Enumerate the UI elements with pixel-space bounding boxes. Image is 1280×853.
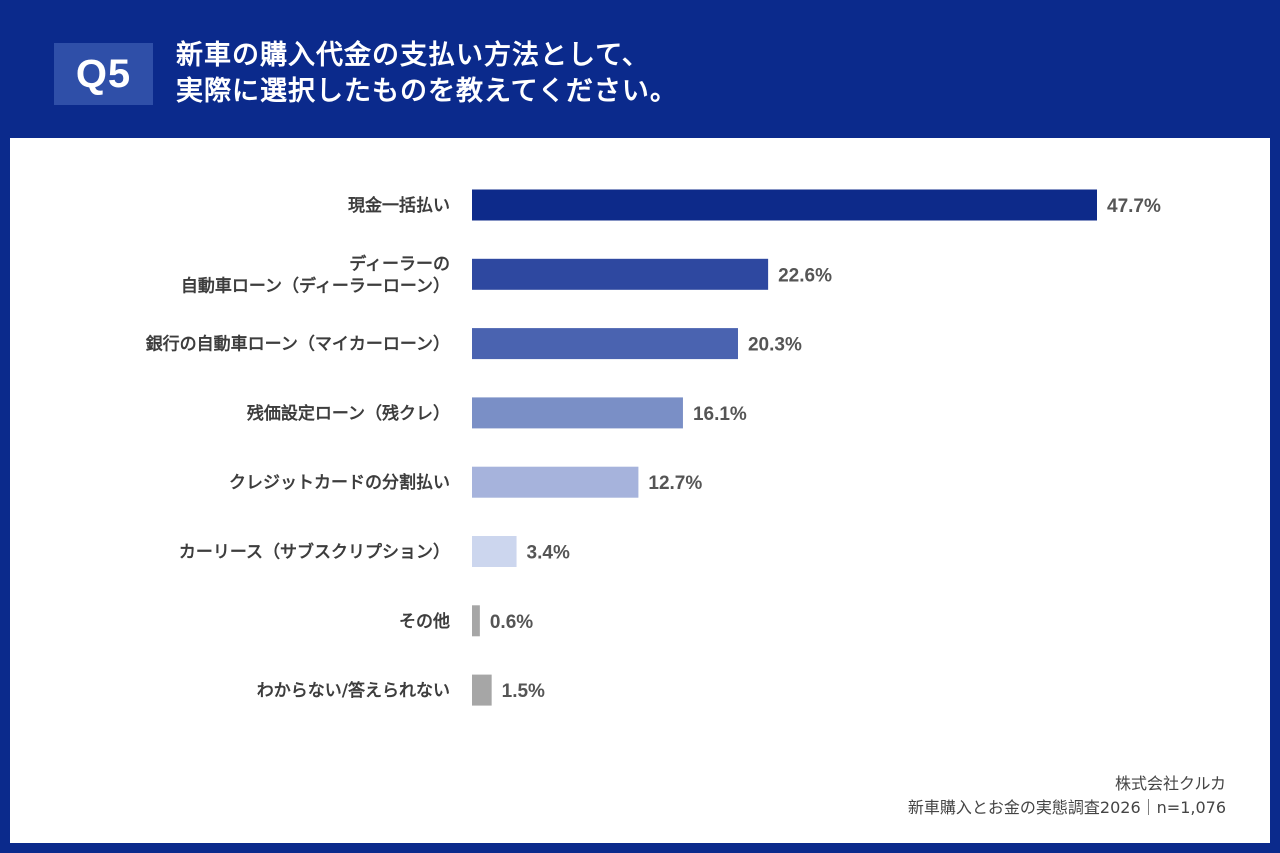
category-label-0: 現金一括払い (348, 195, 450, 216)
category-label-line: クレジットカードの分割払い (229, 472, 450, 493)
bar-7 (472, 674, 492, 706)
category-label-3: 残価設定ローン（残クレ） (247, 403, 450, 424)
category-label-line: 残価設定ローン（残クレ） (247, 403, 450, 424)
value-label-2: 20.3% (748, 335, 802, 356)
bar-chart: 47.7% 現金一括払い 22.6% ディーラーの自動車ローン（ディーラーローン） 20… (146, 189, 1161, 706)
category-label-line: 銀行の自動車ローン（マイカーローン） (146, 334, 450, 355)
bar-5 (472, 536, 517, 567)
category-label-1: ディーラーの自動車ローン（ディーラーローン） (181, 253, 450, 296)
value-label-7: 1.5% (502, 681, 545, 702)
question-title: 新車の購入代金の支払い方法として、 実際に選択したものを教えてください。 (176, 38, 678, 110)
value-label-5: 3.4% (527, 543, 570, 564)
category-label-6: その他 (399, 611, 450, 632)
company-name: 株式会社クルカ (1114, 774, 1226, 793)
category-label-line: その他 (399, 611, 450, 632)
bar-0 (472, 189, 1097, 221)
category-label-7: わからない/答えられない (257, 680, 450, 701)
value-label-0: 47.7% (1107, 196, 1161, 217)
category-label-line: ディーラーの (349, 253, 450, 274)
header: Q5 新車の購入代金の支払い方法として、 実際に選択したものを教えてください。 (0, 0, 1280, 138)
value-label-3: 16.1% (693, 404, 747, 425)
bar-3 (472, 397, 683, 429)
survey-source: 新車購入とお金の実態調査2026｜n=1,076 (907, 798, 1226, 817)
category-label-5: カーリース（サブスクリプション） (179, 542, 450, 563)
bar-1 (472, 258, 769, 290)
category-label-line: わからない/答えられない (257, 680, 450, 701)
category-label-2: 銀行の自動車ローン（マイカーローン） (146, 334, 450, 355)
value-label-4: 12.7% (648, 473, 702, 494)
category-label-line: 自動車ローン（ディーラーローン） (181, 275, 450, 296)
category-label-line: 現金一括払い (348, 195, 450, 216)
bar-6 (472, 605, 480, 637)
value-label-1: 22.6% (778, 265, 832, 286)
bar-2 (472, 328, 738, 360)
title-line-1: 新車の購入代金の支払い方法として、 (176, 40, 650, 71)
chart-panel: 47.7% 現金一括払い 22.6% ディーラーの自動車ローン（ディーラーローン） 20… (10, 138, 1270, 843)
title-line-2: 実際に選択したものを教えてください。 (176, 76, 678, 107)
category-label-4: クレジットカードの分割払い (229, 472, 450, 493)
category-label-line: カーリース（サブスクリプション） (179, 542, 450, 563)
value-label-6: 0.6% (490, 612, 533, 633)
footer: 株式会社クルカ 新車購入とお金の実態調査2026｜n=1,076 (908, 772, 1226, 820)
question-badge: Q5 (54, 43, 153, 105)
bar-4 (472, 466, 639, 498)
